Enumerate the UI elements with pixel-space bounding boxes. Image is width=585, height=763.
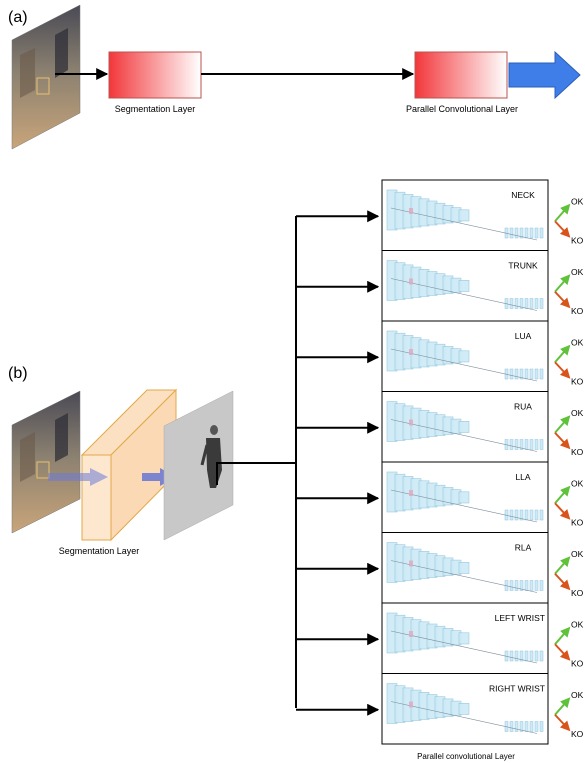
ko-arrow (554, 220, 571, 238)
ko-label: KO (571, 729, 584, 739)
ko-label: KO (571, 235, 584, 245)
branch-name: RLA (515, 543, 532, 553)
parallel-layer-a (414, 51, 508, 99)
segmentation-layer-a-label: Segmentation Layer (115, 104, 196, 114)
ok-label: OK (571, 337, 584, 347)
segmentation-layer-a (108, 51, 202, 99)
ok-arrow (554, 485, 571, 504)
branch-rla: RLA OK KO (296, 532, 584, 598)
ok-arrow (554, 415, 571, 434)
branch-name: LEFT WRIST (495, 613, 545, 623)
panel-a-label: (a) (8, 9, 28, 26)
ko-label: KO (571, 306, 584, 316)
branch-name: NECK (511, 190, 535, 200)
ko-label: KO (571, 658, 584, 668)
ok-label: OK (571, 196, 584, 206)
branch-lla: LLA OK KO (296, 461, 584, 527)
cnn-stack-icon (386, 330, 544, 382)
branch-lua: LUA OK KO (296, 320, 584, 386)
branch-right-wrist: RIGHT WRIST OK KO (296, 673, 584, 739)
ok-label: OK (571, 690, 584, 700)
parallel-layer-b-label: Parallel convolutional Layer (417, 752, 515, 761)
ko-arrow (554, 714, 571, 732)
cnn-stack-icon (386, 189, 544, 241)
panel-b-label: (b) (8, 365, 28, 382)
ok-label: OK (571, 267, 584, 277)
input-frame-a (11, 4, 81, 150)
input-frame-b (11, 390, 81, 534)
branch-left-wrist: LEFT WRIST OK KO (296, 602, 584, 668)
branch-name: LUA (515, 331, 532, 341)
ok-arrow (554, 626, 571, 645)
cnn-stack-icon (386, 401, 544, 452)
parallel-layer-a-label: Parallel Convolutional Layer (406, 104, 518, 114)
branch-neck: NECK OK KO (296, 189, 584, 245)
cnn-stack-icon (386, 683, 544, 734)
cnn-stack-icon (386, 542, 544, 593)
ok-arrow (554, 203, 571, 222)
ko-arrow (554, 573, 571, 591)
ko-arrow (554, 432, 571, 450)
ok-arrow (554, 697, 571, 716)
ok-label: OK (571, 408, 584, 418)
branch-name: LLA (515, 472, 530, 482)
ok-label: OK (571, 549, 584, 559)
branch-name: TRUNK (508, 261, 538, 271)
cnn-stack-icon (386, 260, 544, 311)
ko-label: KO (571, 376, 584, 386)
arrow-input-to-seg-b (48, 468, 108, 486)
ko-label: KO (571, 588, 584, 598)
segmentation-block-b (80, 388, 178, 542)
output-arrow-a (508, 50, 581, 100)
fanout-trunk (216, 462, 296, 485)
branch-trunk: TRUNK OK KO (296, 250, 584, 316)
cnn-stack-icon (386, 471, 544, 523)
cnn-stack-icon (386, 612, 544, 664)
ok-arrow (554, 556, 571, 575)
ko-arrow (554, 291, 571, 309)
branch-name: RIGHT WRIST (489, 684, 545, 694)
ok-arrow (554, 274, 571, 293)
ok-label: OK (571, 478, 584, 488)
ok-label: OK (571, 619, 584, 629)
ko-arrow (554, 502, 571, 520)
ko-arrow (554, 361, 571, 379)
ko-label: KO (571, 517, 584, 527)
ko-label: KO (571, 447, 584, 457)
branch-name: RUA (514, 402, 532, 412)
branch-rua: RUA OK KO (296, 391, 584, 457)
segmentation-layer-b-label: Segmentation Layer (59, 546, 140, 556)
ok-arrow (554, 344, 571, 363)
ko-arrow (554, 643, 571, 661)
